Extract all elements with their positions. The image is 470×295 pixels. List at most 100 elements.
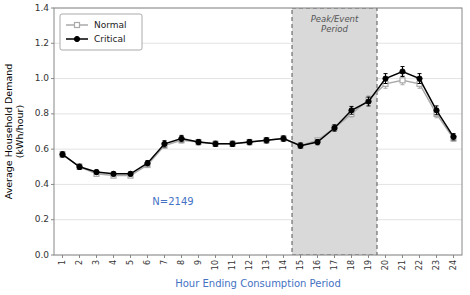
point [315,139,320,144]
error-bar-cap [435,105,439,106]
point [179,136,184,141]
x-tick-label: 15 [296,260,305,270]
series-normal [60,76,456,178]
x-tick [130,255,131,258]
legend-box [60,14,142,50]
error-bar [350,106,354,114]
error-bar [265,138,269,143]
y-tick [51,43,54,44]
peak-span [292,8,377,255]
peak-span-border [292,8,377,255]
x-tick [453,255,454,258]
grid-line [54,149,462,150]
x-tick [266,255,267,258]
point [247,139,252,144]
error-bar [61,152,65,157]
x-tick [79,255,80,258]
error-bar [197,139,201,144]
x-tick [436,255,437,258]
x-tick-label: 7 [160,260,169,265]
error-bar [214,141,218,146]
y-tick [51,184,54,185]
x-tick-label: 4 [109,260,118,265]
error-bar [367,97,371,106]
y-tick-label: 0.4 [35,179,50,189]
y-tick-label: 1.4 [35,3,50,13]
error-bar [197,140,201,144]
error-bar-cap [350,114,354,115]
series-line [63,80,454,175]
error-bar [316,139,320,144]
point [145,161,150,166]
point [60,152,65,157]
error-bar-cap [367,97,371,98]
error-bar [214,142,218,146]
point [264,138,269,143]
error-bar [452,134,456,140]
point [417,76,422,81]
error-bar [401,67,405,77]
point [77,164,82,169]
legend-marker [74,36,79,41]
y-tick-label: 0.6 [35,144,50,154]
point [400,78,405,83]
error-bar [163,141,167,147]
peak-label: Peak/EventPeriod [311,14,359,34]
error-bar-cap [418,88,422,89]
x-tick-label: 9 [194,260,203,265]
error-bar [231,142,235,146]
error-bar [129,172,133,176]
point [230,141,235,146]
y-tick-label: 0.8 [35,108,50,118]
x-axis-label: Hour Ending Consumption Period [175,278,341,289]
error-bar-cap [384,73,388,74]
legend-marker [75,23,80,28]
point [60,152,65,157]
error-bar [146,161,150,166]
point [451,134,456,139]
error-bar [265,138,269,142]
x-tick [96,255,97,258]
x-tick-label: 1 [58,260,67,265]
point [213,141,218,146]
point [230,141,235,146]
point [162,141,167,146]
grid-line [54,113,462,114]
y-axis: 0.00.20.40.60.81.01.21.4 [35,3,54,260]
x-tick [62,255,63,258]
x-tick [283,255,284,258]
point [128,171,133,176]
error-bar-cap [401,76,405,77]
error-bar-cap [435,117,439,118]
y-tick [51,149,54,150]
error-bar-cap [350,106,354,107]
x-tick-label: 11 [228,260,237,270]
y-tick-label: 1.2 [35,38,49,48]
y-axis-label: Average Household Demand(kWh/hour) [3,64,25,200]
x-tick-label: 18 [347,260,356,270]
x-tick [300,255,301,258]
error-bar-cap [435,114,439,115]
x-tick-label: 5 [126,260,135,265]
point [94,169,99,174]
series-line [63,72,454,174]
x-tick [181,255,182,258]
x-tick [334,255,335,258]
y-tick-label: 0.2 [35,214,49,224]
x-tick-label: 22 [415,260,424,270]
point [247,140,252,145]
error-bar [180,135,184,141]
x-tick [419,255,420,258]
point [281,136,286,141]
grid-line [54,219,462,220]
point [111,171,116,176]
x-tick-label: 12 [245,260,254,270]
x-tick [249,255,250,258]
x-tick [215,255,216,258]
error-bar-cap [401,66,405,67]
error-bar [78,165,82,169]
grid [54,8,462,255]
x-tick [385,255,386,258]
error-bar [231,141,235,146]
point [196,140,201,145]
